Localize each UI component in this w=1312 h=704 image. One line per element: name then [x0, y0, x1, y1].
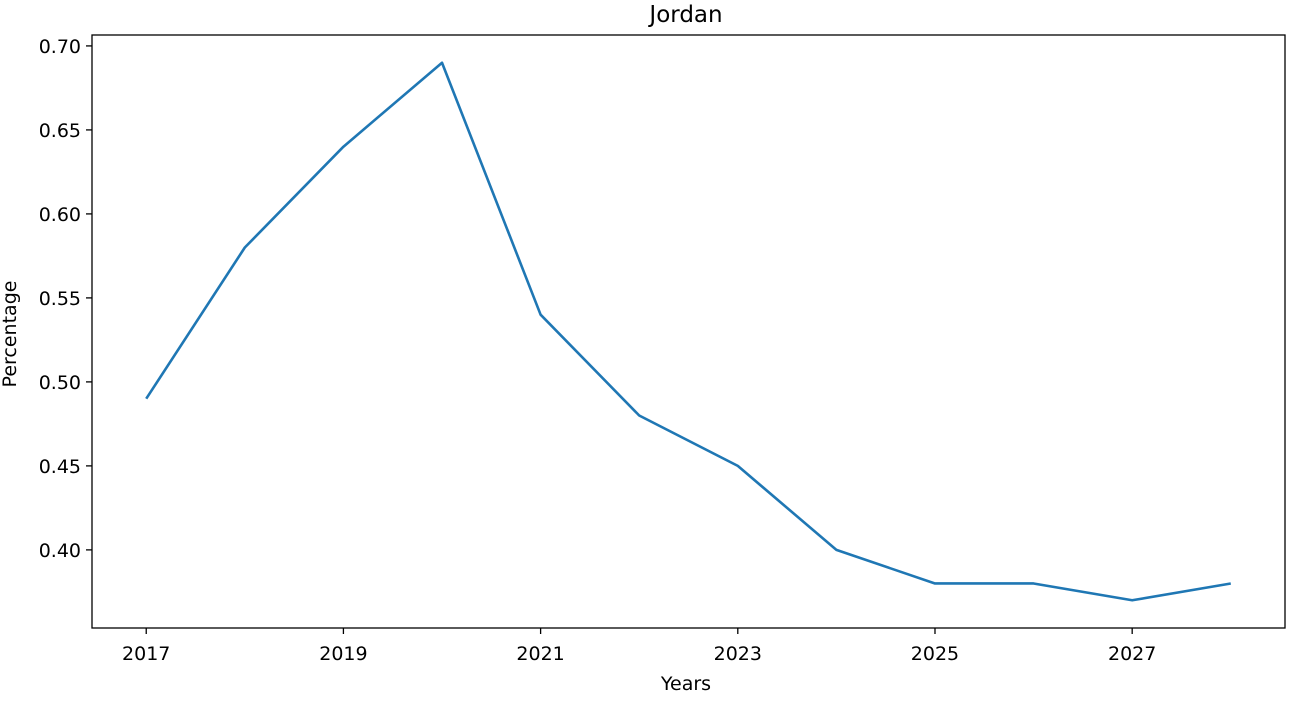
- x-tick-label: 2025: [911, 643, 959, 665]
- x-tick-label: 2017: [122, 643, 170, 665]
- y-tick-label: 0.55: [39, 288, 81, 310]
- plot-area-frame: [91, 34, 1286, 629]
- y-tick-label: 0.40: [39, 540, 81, 562]
- y-tick-label: 0.45: [39, 456, 81, 478]
- x-tick-label: 2027: [1108, 643, 1156, 665]
- y-tick-label: 0.70: [39, 36, 81, 58]
- chart-title: Jordan: [647, 2, 722, 28]
- y-axis: 0.40 0.45 0.50 0.55 0.60 0.65 0.70: [39, 36, 92, 562]
- y-tick-label: 0.50: [39, 372, 81, 394]
- x-tick-label: 2019: [319, 643, 367, 665]
- x-tick-label: 2021: [516, 643, 564, 665]
- y-axis-label: Percentage: [0, 281, 21, 388]
- y-tick-label: 0.60: [39, 204, 81, 226]
- x-tick-label: 2023: [714, 643, 762, 665]
- x-axis-label: Years: [660, 673, 711, 695]
- y-tick-label: 0.65: [39, 120, 81, 142]
- x-axis: 2017 2019 2021 2023 2025 2027: [122, 628, 1156, 665]
- series-line: [145, 61, 1231, 602]
